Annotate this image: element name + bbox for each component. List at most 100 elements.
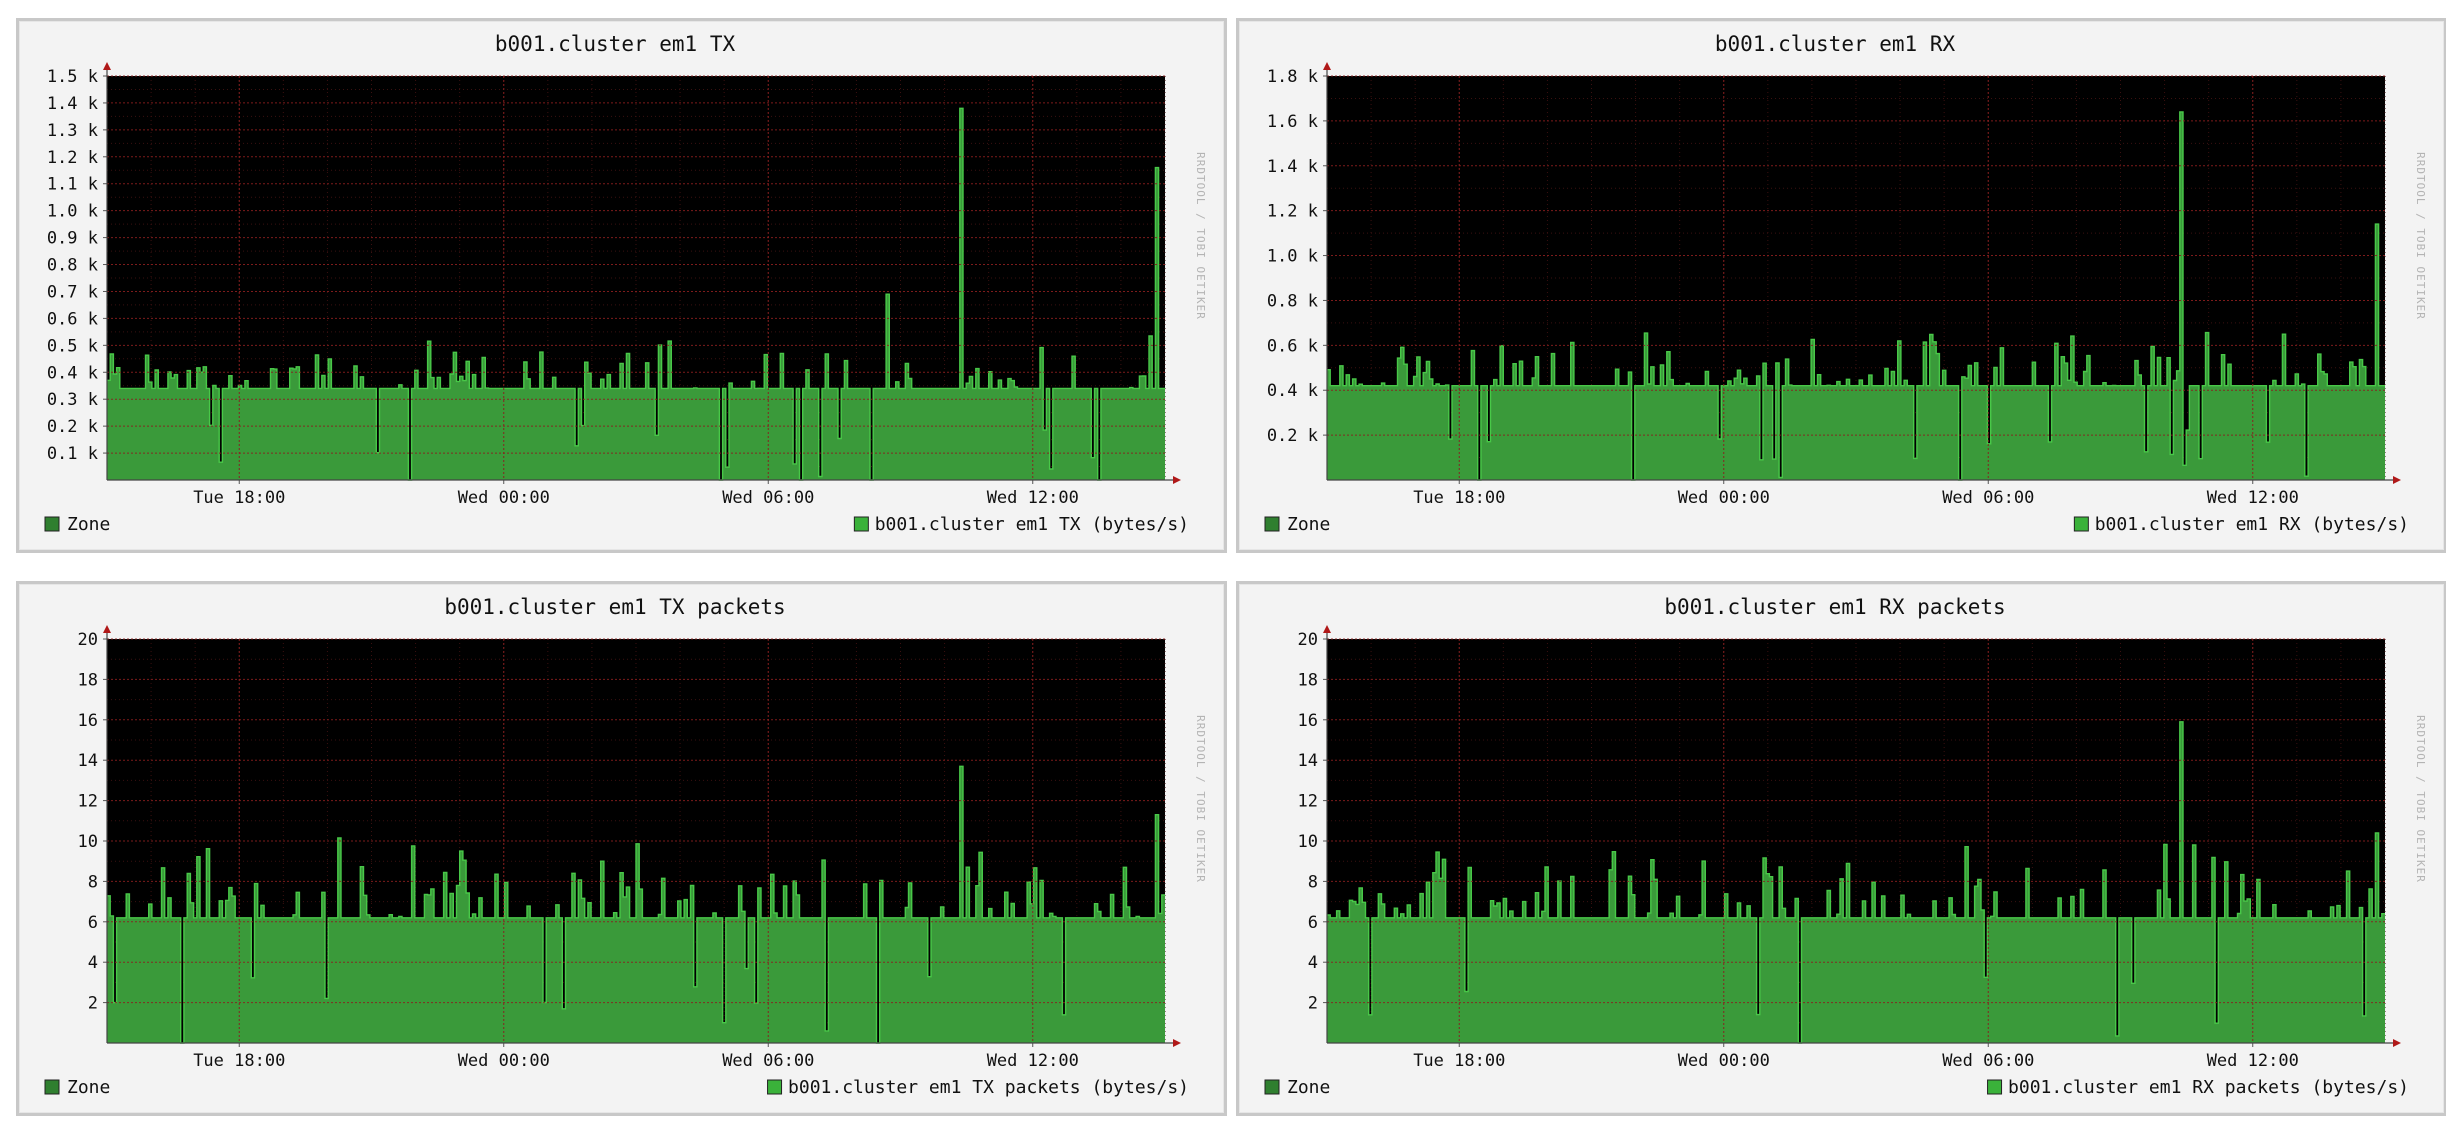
legend-swatch-series [767, 1079, 783, 1095]
legend-swatch-series [2073, 516, 2089, 532]
x-tick-label: Tue 18:00 [193, 1051, 285, 1071]
x-tick-label: Wed 12:00 [2207, 488, 2299, 508]
y-axis-arrow [1323, 62, 1331, 70]
x-tick-label: Wed 00:00 [1678, 488, 1770, 508]
y-tick-label: 14 [1298, 751, 1318, 771]
y-tick-label: 8 [1308, 872, 1318, 892]
legend-label-zone: Zone [67, 1077, 110, 1098]
y-tick-label: 0.6 k [1267, 336, 1318, 356]
series-line [107, 765, 1165, 1044]
y-tick-label: 16 [1298, 711, 1318, 731]
legend-label-zone: Zone [1287, 514, 1330, 535]
x-tick-label: Wed 12:00 [987, 1051, 1079, 1071]
chart-title: b001.cluster em1 TX packets [444, 595, 785, 619]
y-tick-label: 0.9 k [47, 229, 98, 249]
y-tick-label: 1.0 k [1267, 247, 1318, 267]
y-tick-label: 12 [1298, 792, 1318, 812]
x-tick-label: Wed 00:00 [458, 488, 550, 508]
y-tick-label: 12 [78, 792, 98, 812]
chart-title: b001.cluster em1 RX packets [1664, 595, 2005, 619]
y-tick-label: 10 [1298, 832, 1318, 852]
y-tick-label: 20 [78, 630, 98, 650]
y-tick-label: 20 [1298, 630, 1318, 650]
x-axis-arrow [1173, 476, 1181, 484]
x-tick-label: Wed 12:00 [987, 488, 1079, 508]
x-tick-label: Wed 00:00 [458, 1051, 550, 1071]
watermark-text: RRDTOOL / TOBI OETIKER [2414, 152, 2427, 320]
y-tick-label: 18 [78, 670, 98, 690]
legend-label-zone: Zone [1287, 1077, 1330, 1098]
legend-label-series: b001.cluster em1 RX (bytes/s) [2095, 514, 2409, 535]
chart-tx-svg: b001.cluster em1 TX RRDTOOL / TOBI OETIKE… [44, 32, 1207, 535]
x-tick-label: Wed 06:00 [722, 1051, 814, 1071]
y-tick-label: 1.8 k [1267, 67, 1318, 87]
x-tick-label: Tue 18:00 [193, 488, 285, 508]
series-line [1327, 721, 2385, 1044]
x-tick-label: Wed 00:00 [1678, 1051, 1770, 1071]
y-tick-label: 4 [88, 953, 98, 973]
y-tick-label: 1.5 k [47, 67, 98, 87]
chart-title: b001.cluster em1 RX [1715, 32, 1956, 56]
y-tick-label: 0.7 k [47, 282, 98, 302]
series-line [107, 107, 1165, 481]
x-axis-arrow [2393, 1039, 2401, 1047]
y-tick-label: 8 [88, 872, 98, 892]
y-tick-label: 18 [1298, 670, 1318, 690]
y-tick-label: 0.4 k [1267, 381, 1318, 401]
legend-swatch-zone [44, 1079, 60, 1095]
y-tick-label: 1.2 k [1267, 202, 1318, 222]
y-axis-arrow [103, 625, 111, 633]
y-tick-label: 0.8 k [1267, 291, 1318, 311]
legend-swatch-zone [1264, 516, 1280, 532]
x-tick-label: Tue 18:00 [1413, 488, 1505, 508]
watermark-text: RRDTOOL / TOBI OETIKER [1194, 715, 1207, 883]
y-tick-label: 1.1 k [47, 175, 98, 195]
y-tick-label: 1.3 k [47, 121, 98, 141]
y-tick-label: 1.4 k [47, 94, 98, 114]
y-tick-label: 10 [78, 832, 98, 852]
x-axis-arrow [1173, 1039, 1181, 1047]
y-tick-label: 0.6 k [47, 309, 98, 329]
y-tick-label: 4 [1308, 953, 1318, 973]
y-tick-label: 16 [78, 711, 98, 731]
series-area [1327, 111, 2385, 481]
legend-label-zone: Zone [67, 514, 110, 535]
legend-label-series: b001.cluster em1 TX packets (bytes/s) [788, 1077, 1189, 1098]
legend-label-series: b001.cluster em1 RX packets (bytes/s) [2008, 1077, 2409, 1098]
y-tick-label: 1.6 k [1267, 112, 1318, 132]
y-tick-label: 2 [88, 994, 98, 1014]
chart-panel-rx: b001.cluster em1 RX RRDTOOL / TOBI OETIKE… [1236, 18, 2446, 553]
x-tick-label: Tue 18:00 [1413, 1051, 1505, 1071]
chart-panel-rx-packets: b001.cluster em1 RX packets RRDTOOL / TOB… [1236, 581, 2446, 1116]
y-tick-label: 6 [88, 913, 98, 933]
chart-title: b001.cluster em1 TX [495, 32, 736, 56]
x-tick-label: Wed 06:00 [1942, 488, 2034, 508]
y-tick-label: 0.2 k [1267, 426, 1318, 446]
x-tick-label: Wed 12:00 [2207, 1051, 2299, 1071]
chart-txp-svg: b001.cluster em1 TX packets RRDTOOL / TOB… [44, 595, 1207, 1098]
series-area [107, 108, 1165, 481]
y-tick-label: 0.1 k [47, 444, 98, 464]
x-tick-label: Wed 06:00 [1942, 1051, 2034, 1071]
y-tick-label: 14 [78, 751, 98, 771]
y-tick-label: 0.4 k [47, 363, 98, 383]
y-tick-label: 0.2 k [47, 417, 98, 437]
legend-swatch-zone [1264, 1079, 1280, 1095]
y-tick-label: 1.2 k [47, 148, 98, 168]
y-tick-label: 0.5 k [47, 336, 98, 356]
y-tick-label: 2 [1308, 994, 1318, 1014]
y-tick-label: 0.3 k [47, 390, 98, 410]
legend-swatch-series [853, 516, 869, 532]
legend-swatch-series [1987, 1079, 2003, 1095]
y-tick-label: 1.4 k [1267, 157, 1318, 177]
y-axis-arrow [103, 62, 111, 70]
chart-rxp-svg: b001.cluster em1 RX packets RRDTOOL / TOB… [1264, 595, 2427, 1098]
x-axis-arrow [2393, 476, 2401, 484]
y-tick-label: 0.8 k [47, 256, 98, 276]
y-tick-label: 6 [1308, 913, 1318, 933]
chart-rx-svg: b001.cluster em1 RX RRDTOOL / TOBI OETIKE… [1264, 32, 2427, 535]
chart-panel-tx-packets: b001.cluster em1 TX packets RRDTOOL / TOB… [16, 581, 1227, 1116]
watermark-text: RRDTOOL / TOBI OETIKER [2414, 715, 2427, 883]
chart-panel-tx: b001.cluster em1 TX RRDTOOL / TOBI OETIKE… [16, 18, 1227, 553]
y-tick-label: 1.0 k [47, 202, 98, 222]
